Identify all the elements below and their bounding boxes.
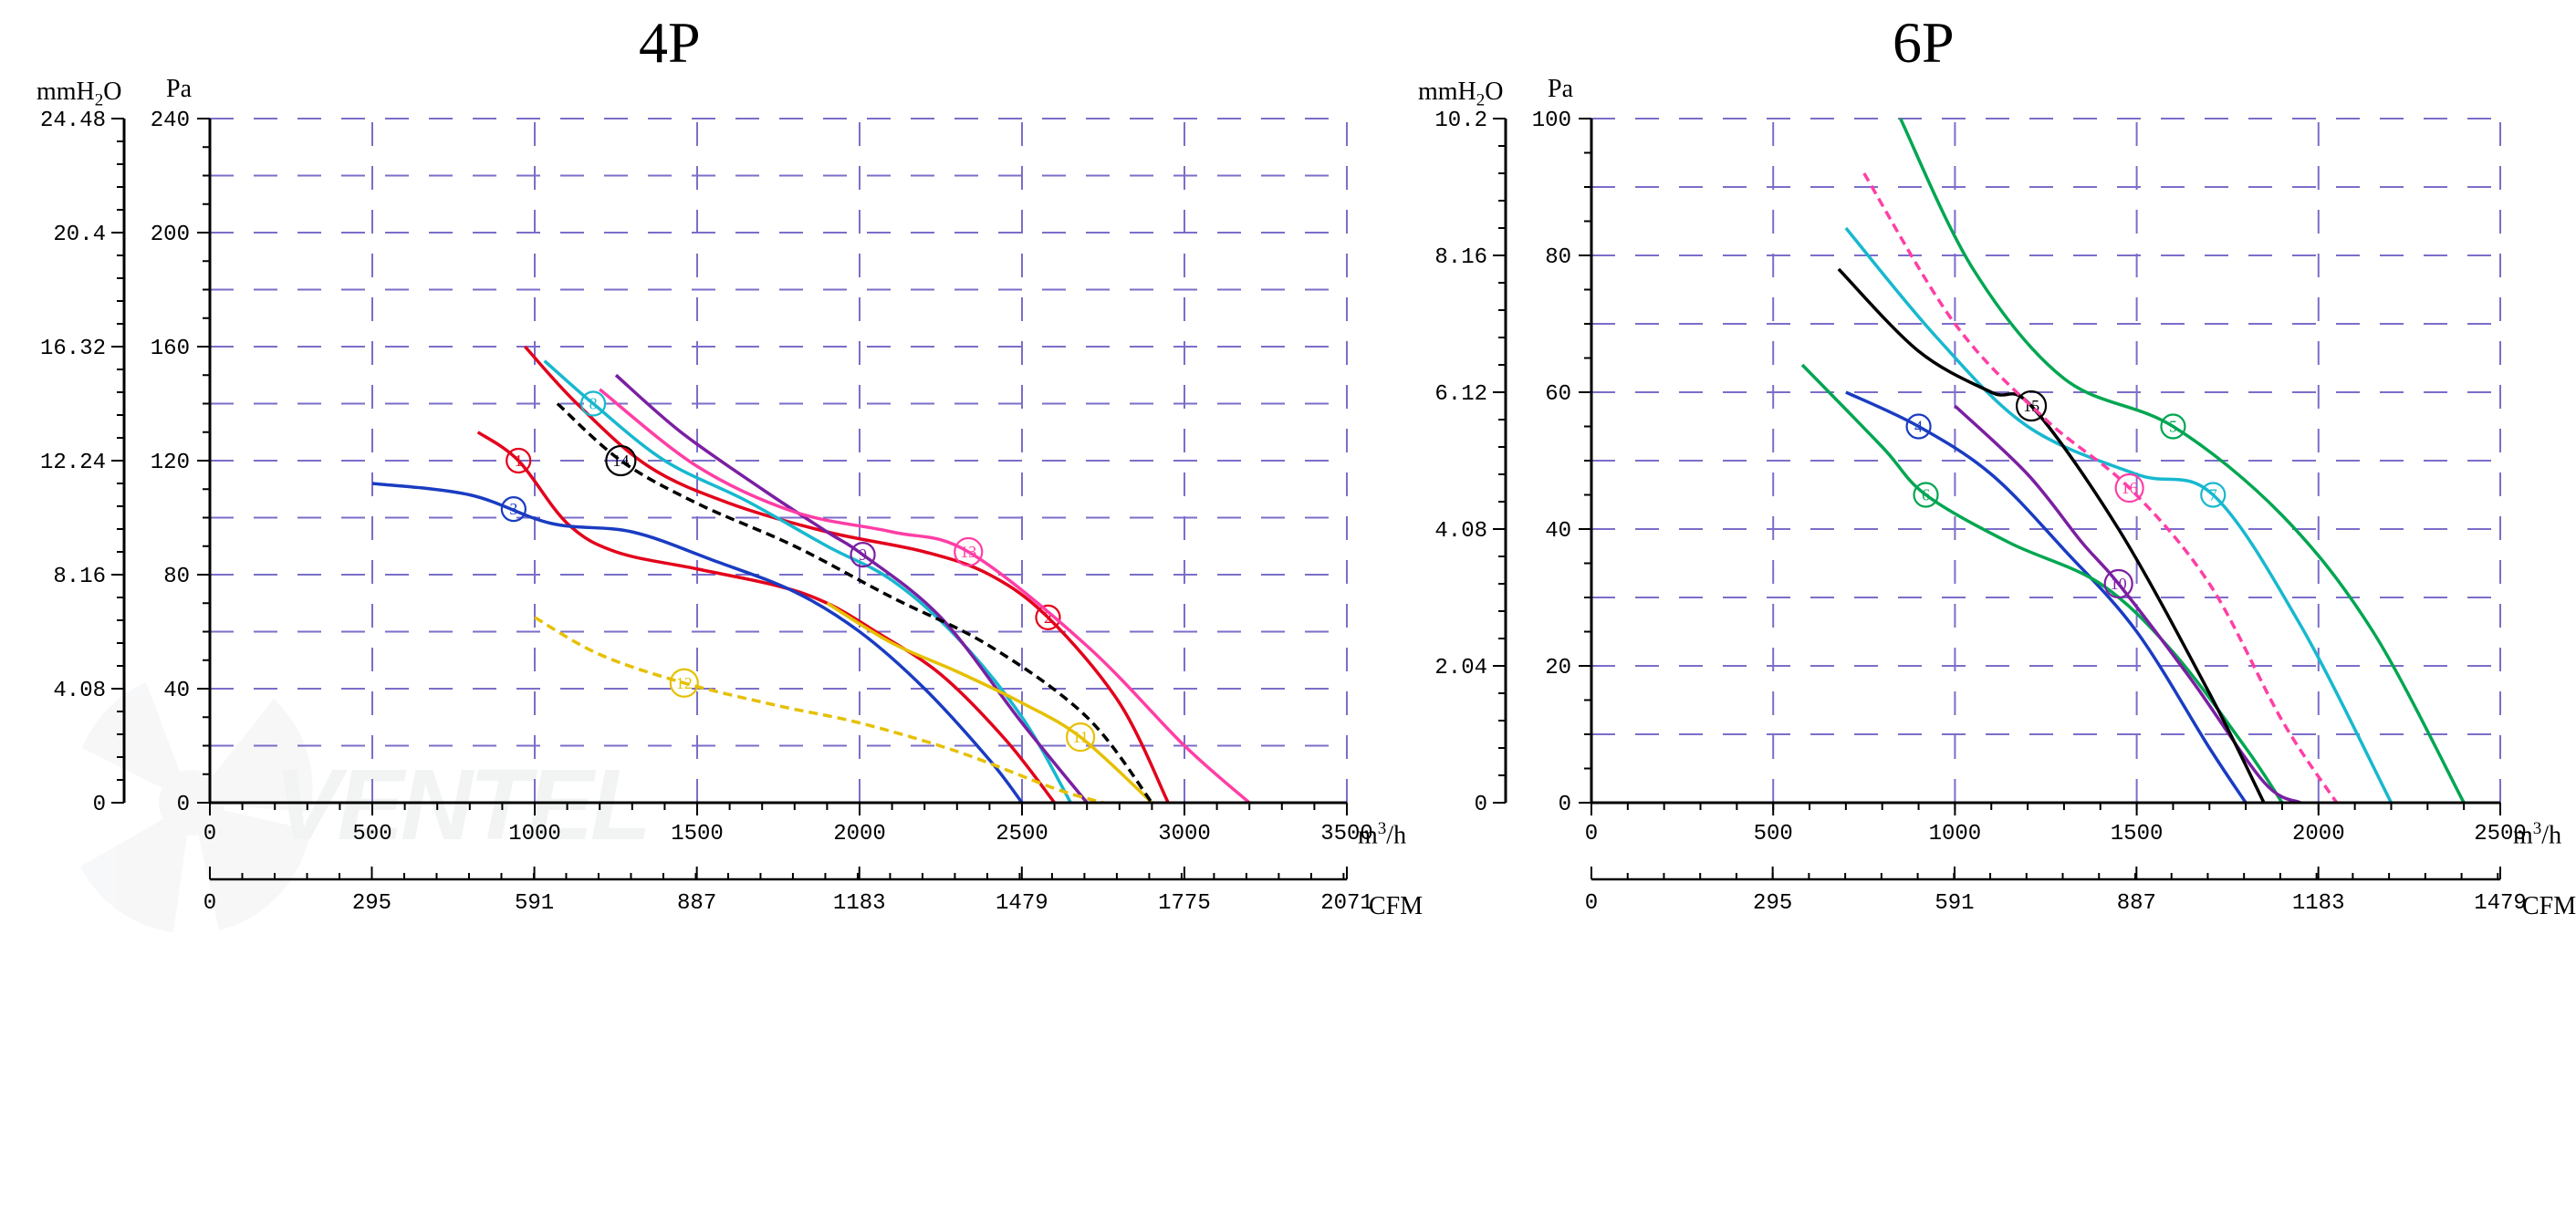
curve-label-text-6p-10: 10 (2111, 575, 2127, 593)
curve-6p-7 (1846, 228, 2392, 803)
svg-text:1479: 1479 (2474, 891, 2527, 916)
svg-text:16.32: 16.32 (40, 337, 106, 361)
svg-text:20: 20 (1545, 656, 1571, 680)
svg-text:4.08: 4.08 (1434, 519, 1487, 544)
svg-text:2071: 2071 (1320, 891, 1373, 916)
svg-text:6.12: 6.12 (1434, 382, 1487, 407)
curve-label-text-6p-6: 6 (1922, 486, 1930, 504)
curve-label-text-4p-13: 13 (960, 543, 976, 561)
curve-4p-1 (478, 432, 1055, 803)
svg-text:160: 160 (151, 337, 190, 361)
svg-text:0: 0 (1585, 822, 1598, 846)
curve-4p-11 (827, 603, 1152, 803)
svg-text:60: 60 (1545, 382, 1571, 407)
svg-text:887: 887 (677, 891, 716, 916)
svg-text:1000: 1000 (508, 822, 561, 846)
svg-text:20.4: 20.4 (53, 223, 106, 247)
curve-label-text-6p-16: 16 (2122, 479, 2138, 497)
svg-text:3000: 3000 (1158, 822, 1211, 846)
svg-text:1500: 1500 (671, 822, 724, 846)
svg-text:2500: 2500 (996, 822, 1048, 846)
svg-text:1183: 1183 (2292, 891, 2345, 916)
curve-label-text-6p-7: 7 (2209, 486, 2217, 504)
svg-text:2500: 2500 (2474, 822, 2527, 846)
plot-4p: 12389111213140408012016020024004.088.161… (9, 9, 1469, 1012)
svg-text:591: 591 (515, 891, 554, 916)
svg-text:500: 500 (1754, 822, 1793, 846)
svg-text:295: 295 (352, 891, 391, 916)
curve-label-text-4p-9: 9 (859, 545, 867, 564)
svg-text:80: 80 (163, 565, 190, 589)
svg-text:0: 0 (1475, 793, 1487, 817)
svg-text:1500: 1500 (2111, 822, 2164, 846)
svg-text:2000: 2000 (2292, 822, 2345, 846)
svg-text:40: 40 (1545, 519, 1571, 544)
svg-text:591: 591 (1935, 891, 1974, 916)
svg-text:3500: 3500 (1320, 822, 1373, 846)
svg-text:887: 887 (2117, 891, 2156, 916)
svg-text:100: 100 (1532, 109, 1571, 133)
svg-text:0: 0 (203, 891, 216, 916)
curve-label-text-4p-14: 14 (612, 452, 629, 470)
svg-text:295: 295 (1753, 891, 1792, 916)
svg-text:0: 0 (93, 793, 106, 817)
svg-text:12.24: 12.24 (40, 451, 106, 475)
curve-label-text-4p-3: 3 (509, 500, 517, 518)
svg-text:2.04: 2.04 (1434, 656, 1487, 680)
svg-text:40: 40 (163, 679, 190, 703)
curve-label-text-6p-4: 4 (1914, 418, 1923, 436)
curve-label-text-4p-12: 12 (676, 674, 693, 692)
svg-text:1775: 1775 (1158, 891, 1211, 916)
svg-text:10.2: 10.2 (1434, 109, 1487, 133)
svg-text:4.08: 4.08 (53, 679, 106, 703)
figure-canvas: VENTEL 4P mmH2O Pa m3/h CFM 123891112131… (0, 0, 2576, 1215)
curve-label-text-4p-1: 1 (515, 452, 523, 470)
curve-label-text-6p-5: 5 (2169, 418, 2177, 436)
svg-text:0: 0 (177, 793, 190, 817)
svg-text:500: 500 (352, 822, 391, 846)
svg-text:240: 240 (151, 109, 190, 133)
svg-text:1479: 1479 (996, 891, 1048, 916)
svg-text:0: 0 (203, 822, 216, 846)
plot-6p: 456710151602040608010002.044.086.128.161… (1391, 9, 2576, 1012)
curve-label-text-4p-11: 11 (1072, 728, 1088, 746)
svg-text:2000: 2000 (833, 822, 886, 846)
svg-text:80: 80 (1545, 245, 1571, 270)
svg-text:1183: 1183 (833, 891, 886, 916)
curve-4p-8 (545, 361, 1071, 803)
svg-text:0: 0 (1559, 793, 1571, 817)
svg-text:8.16: 8.16 (1434, 245, 1487, 270)
svg-text:120: 120 (151, 451, 190, 475)
curve-label-text-4p-8: 8 (589, 395, 598, 413)
svg-text:24.48: 24.48 (40, 109, 106, 133)
svg-text:1000: 1000 (1929, 822, 1982, 846)
svg-text:0: 0 (1585, 891, 1598, 916)
svg-text:200: 200 (151, 223, 190, 247)
svg-text:8.16: 8.16 (53, 565, 106, 589)
